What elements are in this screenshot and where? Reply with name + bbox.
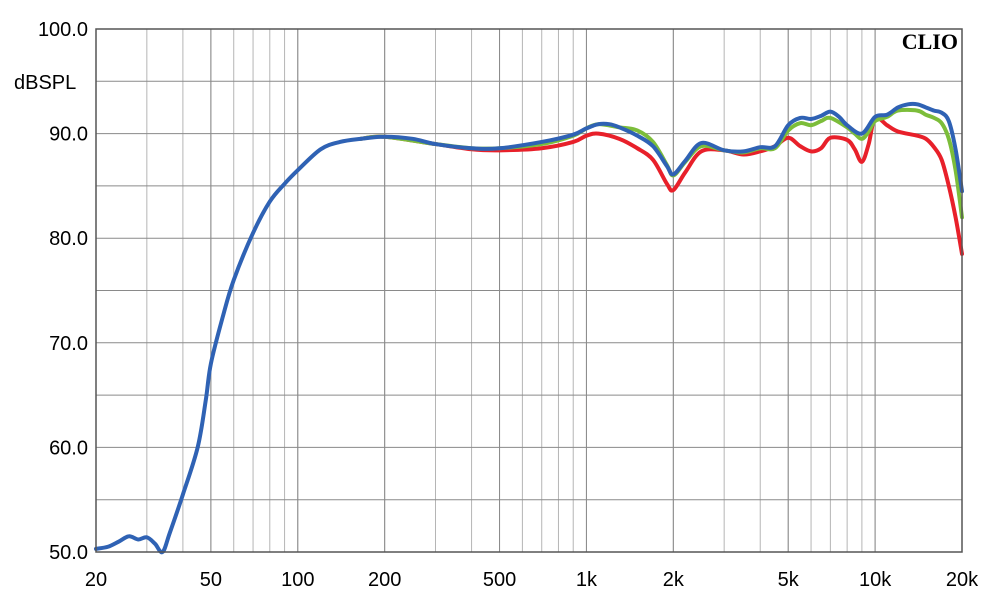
y-tick-label: 100.0 <box>38 19 88 41</box>
y-tick-label: 70.0 <box>49 333 88 355</box>
x-tick-label: 1k <box>576 569 598 591</box>
x-tick-label: 5k <box>778 569 800 591</box>
horizontal-gridlines <box>96 80 962 501</box>
y-axis-tick-labels: 50.0 60.0 70.0 80.0 90.0 100.0 <box>38 19 88 564</box>
x-axis-tick-labels: 20 50 100 200 500 1k 2k 5k 10k 20k <box>85 569 979 591</box>
x-tick-label: 500 <box>483 569 516 591</box>
x-tick-label: 50 <box>200 569 222 591</box>
series-line-3 <box>94 101 964 555</box>
x-tick-label: 20k <box>946 569 979 591</box>
brand-logo-text: CLIO <box>902 29 958 54</box>
y-tick-label: 50.0 <box>49 542 88 564</box>
x-tick-label: 20 <box>85 569 107 591</box>
x-tick-label: 10k <box>859 569 892 591</box>
y-tick-label: 90.0 <box>49 124 88 146</box>
y-axis-unit-label: dBSPL <box>14 72 76 94</box>
x-tick-label: 200 <box>368 569 401 591</box>
plot-frame <box>95 28 963 553</box>
x-tick-label: 2k <box>663 569 685 591</box>
x-tick-label: 100 <box>281 569 314 591</box>
y-tick-label: 60.0 <box>49 437 88 459</box>
y-tick-label: 80.0 <box>49 228 88 250</box>
series-layer <box>94 101 964 555</box>
